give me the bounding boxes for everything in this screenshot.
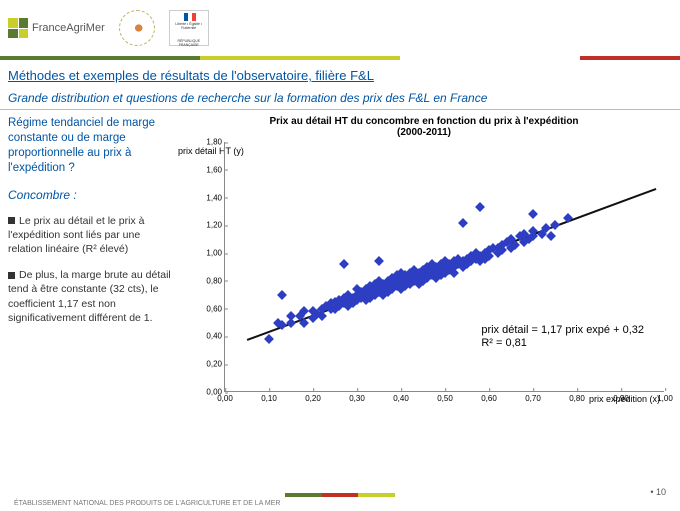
- footer-text: ÉTABLISSEMENT NATIONAL DES PRODUITS DE L…: [0, 500, 680, 507]
- left-text: Régime tendanciel de marge constante ou …: [8, 116, 176, 404]
- logo-text: FranceAgriMer: [32, 22, 105, 34]
- subject-text: Concombre :: [8, 188, 176, 202]
- regression-annotation: prix détail = 1,17 prix expé + 0,32R² = …: [481, 324, 644, 352]
- page-number: • 10: [650, 487, 666, 497]
- footer: ÉTABLISSEMENT NATIONAL DES PRODUITS DE L…: [0, 500, 680, 507]
- bullet-icon: [8, 217, 15, 224]
- header-logos: FranceAgriMer Liberté • Égalité • Frater…: [0, 0, 680, 56]
- content: Régime tendanciel de marge constante ou …: [0, 110, 680, 404]
- logo-circle-icon: [119, 10, 155, 46]
- scatter-chart: Prix au détail HT du concombre en foncti…: [176, 116, 672, 404]
- logo-gov-icon: Liberté • Égalité • FraternitéRÉPUBLIQUE…: [169, 10, 209, 46]
- question-text: Régime tendanciel de marge constante ou …: [8, 116, 176, 176]
- logo-squares-icon: [8, 18, 28, 38]
- plot-area: prix détail = 1,17 prix expé + 0,32R² = …: [224, 142, 664, 392]
- para2: De plus, la marge brute au détail tend à…: [8, 268, 176, 325]
- footer-bar: [285, 493, 395, 497]
- bullet-icon: [8, 272, 15, 279]
- section-subtitle: Grande distribution et questions de rech…: [0, 87, 680, 110]
- x-axis-label: prix expédition (x): [184, 394, 660, 404]
- logo-franceagrimer: FranceAgriMer: [8, 18, 105, 38]
- chart-title: Prix au détail HT du concombre en foncti…: [184, 116, 664, 138]
- section-title: Méthodes et exemples de résultats de l'o…: [0, 60, 680, 87]
- para1: Le prix au détail et le prix à l'expédit…: [8, 214, 176, 257]
